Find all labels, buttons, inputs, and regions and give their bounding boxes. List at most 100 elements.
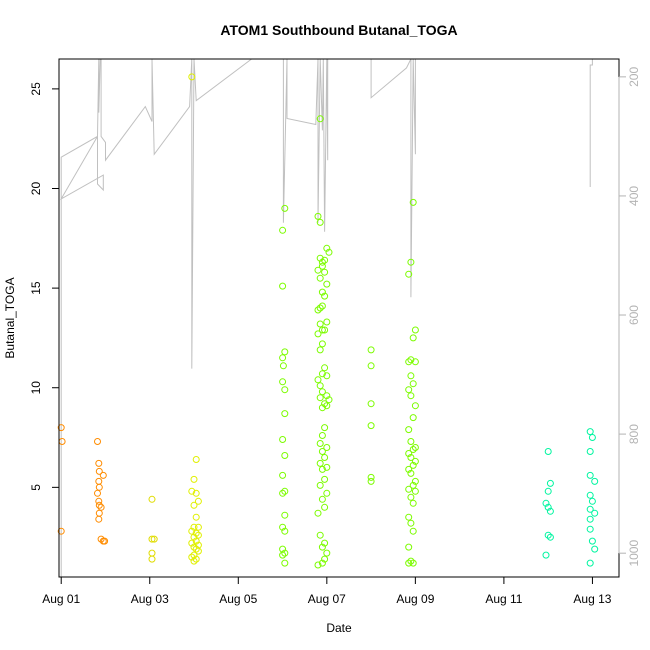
secondary-tick-label: 600	[627, 305, 641, 325]
data-point	[190, 523, 198, 531]
data-point	[409, 499, 417, 507]
data-point	[316, 394, 324, 402]
data-point	[321, 454, 329, 461]
data-point	[316, 254, 324, 262]
data-point	[409, 334, 417, 342]
data-point	[281, 204, 289, 212]
x-tick-label: Aug 03	[131, 592, 169, 606]
data-point	[405, 559, 413, 567]
secondary-tick-label: 800	[627, 424, 641, 444]
data-point	[367, 346, 375, 354]
data-point	[192, 489, 200, 497]
data-point	[95, 477, 103, 485]
altitude-profile-layer	[59, 59, 593, 577]
data-point	[101, 537, 109, 545]
data-point	[367, 400, 375, 408]
y-tick-label: 25	[29, 82, 43, 96]
data-point	[586, 515, 594, 523]
data-point	[405, 450, 413, 457]
x-tick-label: Aug 07	[308, 592, 346, 606]
data-point	[407, 454, 415, 461]
y-tick-label: 10	[29, 381, 43, 395]
data-point	[58, 438, 66, 445]
data-point	[591, 509, 599, 517]
secondary-tick-label: 200	[627, 67, 641, 87]
data-point	[316, 304, 324, 312]
data-point	[190, 543, 198, 551]
data-point	[325, 248, 333, 256]
data-point	[316, 115, 324, 123]
data-point	[588, 537, 596, 545]
x-tick-label: Aug 09	[396, 592, 434, 606]
secondary-tick-label: 400	[627, 186, 641, 206]
data-point	[405, 485, 413, 493]
data-point	[586, 428, 594, 436]
data-point	[318, 465, 326, 473]
data-point	[407, 258, 415, 266]
secondary-y-axis: 200 400 600 800 1000	[618, 67, 641, 567]
data-point	[411, 326, 419, 334]
data-point	[321, 268, 329, 276]
data-point	[318, 388, 326, 396]
data-point	[281, 511, 289, 519]
chart-title: ATOM1 Southbound Butanal_TOGA	[220, 22, 457, 38]
data-point	[323, 402, 331, 410]
data-point	[148, 555, 156, 563]
data-point	[281, 452, 289, 459]
data-point	[323, 392, 331, 400]
data-point	[316, 459, 324, 467]
data-point	[588, 434, 596, 441]
data-point	[279, 282, 287, 290]
data-point	[316, 320, 324, 328]
data-point	[279, 354, 287, 362]
data-point	[367, 477, 375, 485]
data-point	[188, 527, 196, 535]
data-point	[190, 501, 198, 509]
data-point	[544, 487, 552, 495]
data-point	[316, 531, 324, 539]
data-point	[279, 226, 287, 234]
data-point	[318, 432, 326, 439]
data-point	[318, 404, 326, 412]
data-point	[194, 497, 202, 505]
data-point	[192, 555, 200, 563]
data-point	[411, 457, 419, 465]
data-point	[318, 448, 326, 455]
data-point	[148, 549, 156, 557]
data-point	[316, 440, 324, 447]
data-point	[314, 266, 322, 274]
data-point	[323, 489, 331, 497]
data-point	[279, 378, 287, 386]
x-axis-label: Date	[326, 621, 352, 635]
data-point	[586, 559, 594, 567]
data-point	[407, 392, 415, 400]
data-point	[411, 477, 419, 485]
data-point	[405, 513, 413, 521]
data-point	[192, 456, 200, 463]
data-point	[323, 280, 331, 288]
data-point	[409, 527, 417, 535]
data-point	[409, 481, 417, 489]
data-point	[544, 531, 552, 539]
y-axis-label: Butanal_TOGA	[3, 277, 17, 358]
data-point	[188, 553, 196, 561]
data-point	[95, 509, 103, 517]
data-point	[194, 523, 202, 531]
data-point	[407, 493, 415, 501]
data-point	[586, 448, 594, 455]
data-point	[323, 244, 331, 252]
data-point	[544, 503, 552, 511]
data-point	[279, 551, 287, 559]
data-point	[148, 535, 156, 543]
data-point	[409, 461, 417, 469]
data-point	[314, 212, 322, 220]
data-point	[407, 372, 415, 380]
data-point	[281, 410, 289, 418]
data-point	[314, 330, 322, 338]
data-point	[94, 438, 101, 445]
data-point	[591, 477, 599, 485]
data-point	[316, 274, 324, 282]
data-point	[367, 422, 375, 430]
data-point	[544, 448, 552, 455]
